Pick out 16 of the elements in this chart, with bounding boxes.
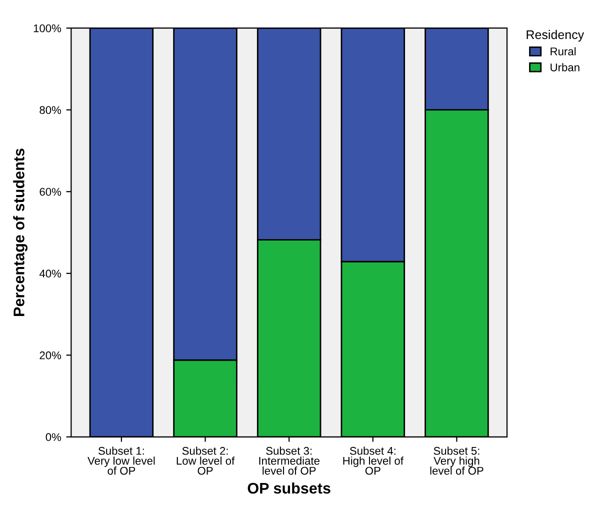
y-tick-label: 0% — [46, 433, 62, 442]
y-tick-label: 100% — [34, 24, 62, 32]
x-tick-label: Subset 2: Low level of OP — [176, 446, 235, 475]
y-axis-title: Percentage of students — [13, 148, 28, 316]
x-tick-label: Subset 1: Very low level of OP — [88, 446, 155, 475]
x-tick-label: Subset 3: Intermediate level of OP — [259, 446, 320, 475]
x-tick-label: Subset 5: Very high level of OP — [430, 446, 484, 475]
legend-title: Residency — [526, 30, 584, 42]
x-axis-title: OP subsets — [248, 482, 330, 494]
legend-label: Urban — [550, 63, 580, 72]
y-tick-label: 60% — [40, 188, 62, 196]
y-tick-label: 80% — [40, 106, 62, 114]
y-tick-label: 40% — [39, 270, 62, 278]
y-tick-label: 20% — [40, 351, 62, 360]
legend-label: Rural — [550, 47, 576, 56]
x-tick-label: Subset 4: High level of OP — [343, 446, 404, 475]
